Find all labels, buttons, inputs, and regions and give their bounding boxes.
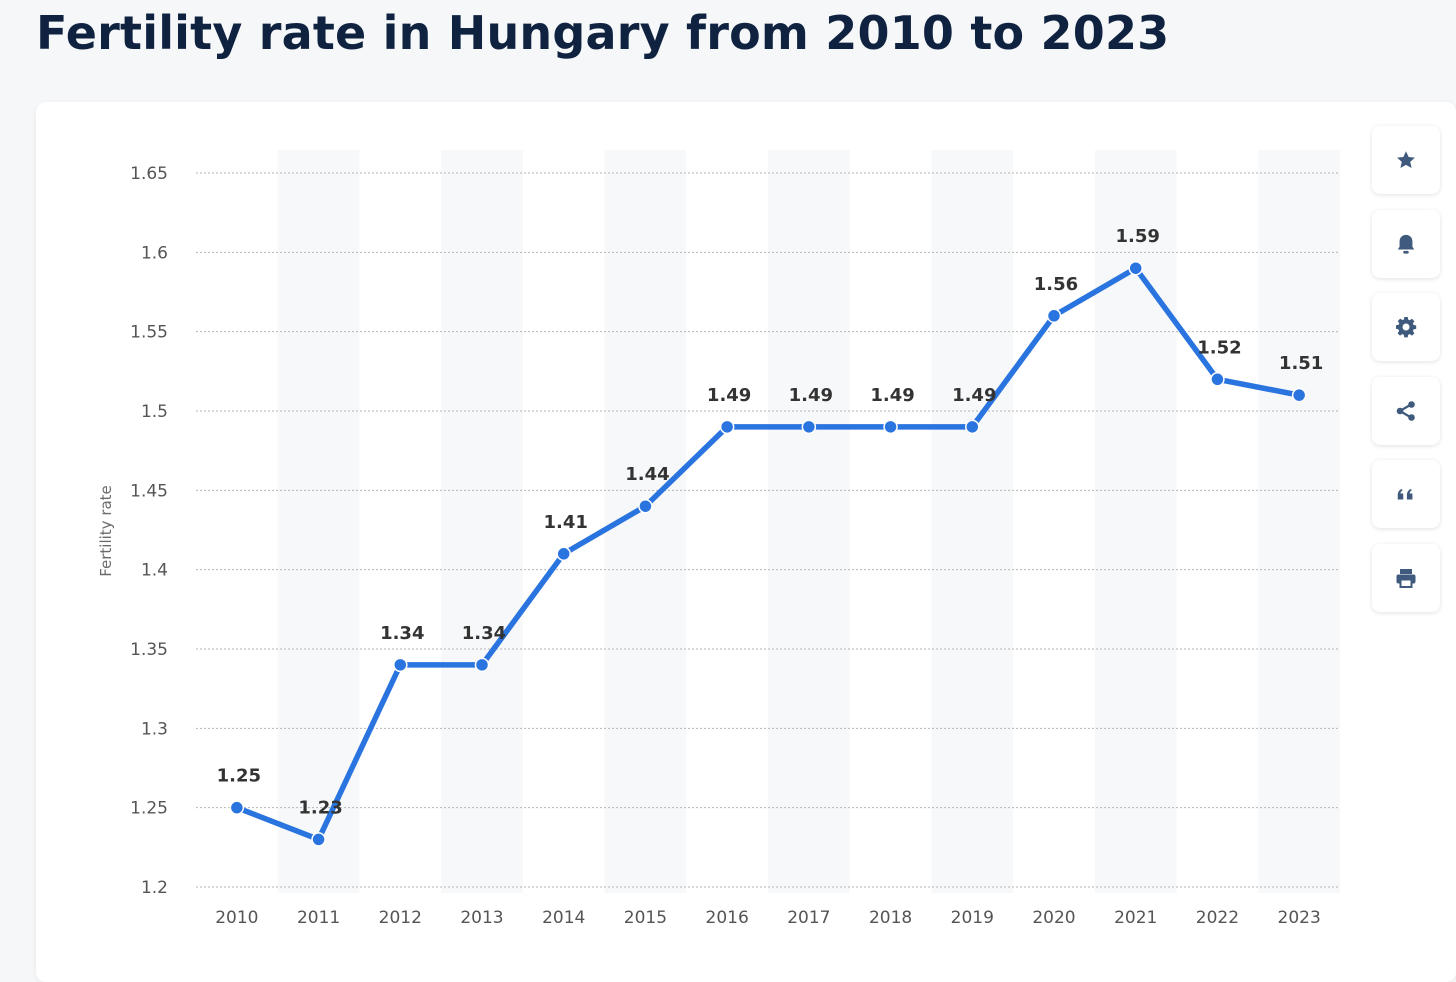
y-axis-tick-labels: 1.2 1.25 1.3 1.35 1.4 1.45 1.5 1.55 1.6 1.65 (130, 164, 168, 898)
print-button[interactable] (1372, 543, 1440, 612)
y-tick-label: 1.55 (130, 323, 168, 343)
data-point (1046, 308, 1062, 324)
x-tick-label: 2018 (869, 908, 912, 928)
series-line-path (234, 265, 1302, 843)
data-label: 1.49 (789, 385, 833, 406)
data-point (719, 419, 735, 435)
data-label: 1.49 (707, 385, 751, 406)
data-labels: 1.25 1.23 1.34 1.34 1.41 1.44 1.49 1.49 1.49 1.49… (217, 226, 1324, 818)
share-button[interactable] (1372, 376, 1440, 445)
data-label: 1.51 (1279, 353, 1323, 374)
data-label: 1.34 (380, 623, 424, 644)
x-tick-label: 2022 (1196, 908, 1239, 928)
settings-button[interactable] (1372, 293, 1440, 361)
y-tick-label: 1.25 (130, 799, 168, 819)
x-tick-label: 2015 (624, 908, 667, 928)
column-band (931, 150, 1014, 893)
x-tick-label: 2020 (1032, 908, 1075, 928)
y-axis-title: Fertility rate (97, 485, 115, 577)
x-tick-label: 2017 (787, 908, 830, 928)
x-tick-label: 2019 (951, 908, 994, 928)
x-axis-tick-labels: 2010 2011 2012 2013 2014 2015 2016 2017 2018 2019… (215, 908, 1321, 928)
data-label: 1.23 (298, 797, 342, 818)
data-label: 1.25 (217, 766, 261, 787)
y-tick-label: 1.45 (130, 481, 168, 501)
notification-button[interactable] (1372, 209, 1440, 278)
data-point (883, 419, 898, 435)
y-tick-label: 1.35 (130, 640, 168, 660)
page-title: Fertility rate in Hungary from 2010 to 2… (36, 6, 1170, 60)
series-line (234, 265, 1302, 843)
column-band (1258, 150, 1340, 893)
column-band (277, 150, 360, 893)
y-tick-label: 1.2 (141, 878, 168, 898)
x-tick-label: 2013 (460, 908, 503, 928)
gear-icon (1396, 317, 1417, 338)
x-tick-label: 2014 (542, 908, 585, 928)
data-label: 1.59 (1116, 226, 1160, 247)
data-points (229, 260, 1307, 847)
y-tick-label: 1.6 (141, 243, 168, 263)
star-icon (1397, 151, 1415, 168)
quote-icon (1397, 488, 1413, 500)
data-point (1210, 372, 1225, 387)
column-band (441, 150, 523, 893)
data-label: 1.56 (1034, 274, 1078, 295)
data-label: 1.44 (625, 464, 669, 485)
printer-icon (1396, 568, 1416, 588)
data-point (1128, 260, 1143, 276)
data-point (965, 419, 980, 435)
data-point (556, 546, 571, 562)
gridlines (196, 172, 1340, 888)
data-point (801, 419, 817, 435)
y-tick-label: 1.5 (141, 402, 168, 422)
y-tick-label: 1.3 (141, 719, 168, 739)
data-label: 1.49 (952, 385, 996, 406)
data-point (474, 657, 490, 673)
data-label: 1.49 (870, 385, 914, 406)
x-tick-label: 2012 (379, 908, 422, 928)
favorite-button[interactable] (1372, 126, 1440, 194)
cite-button[interactable] (1372, 460, 1440, 528)
bell-icon (1397, 234, 1415, 254)
side-toolbar (1372, 126, 1440, 627)
x-tick-label: 2023 (1278, 908, 1321, 928)
chart-card (36, 102, 1456, 982)
data-label: 1.41 (544, 512, 588, 533)
data-label: 1.52 (1197, 337, 1241, 358)
x-tick-label: 2021 (1114, 908, 1157, 928)
data-point (1291, 387, 1307, 403)
data-point (229, 800, 245, 815)
y-tick-label: 1.65 (130, 164, 168, 184)
share-icon (1396, 400, 1415, 421)
data-point (311, 832, 326, 847)
x-tick-label: 2016 (706, 908, 749, 928)
data-point (638, 498, 653, 514)
data-label: 1.34 (462, 623, 506, 644)
data-point (393, 657, 408, 673)
x-tick-label: 2010 (215, 908, 258, 928)
x-tick-label: 2011 (297, 908, 340, 928)
y-tick-label: 1.4 (141, 561, 168, 581)
column-band (768, 150, 850, 893)
column-bands (277, 150, 1340, 893)
